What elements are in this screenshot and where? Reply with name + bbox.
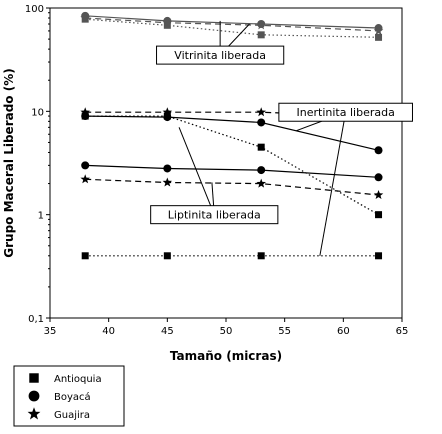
y-tick-label: 1 xyxy=(38,211,44,222)
annotation-layer: Vitrinita liberada Inertinita liberada Lip… xyxy=(150,20,413,256)
annotation-leader-liptinita xyxy=(178,127,215,215)
point-inertinita-boyaca xyxy=(257,118,266,127)
x-tick-label: 45 xyxy=(161,326,174,337)
point-inertinita-boyaca xyxy=(374,146,383,155)
annotation-leader-inertinita xyxy=(319,112,347,256)
annotation-box-inertinita xyxy=(278,102,413,122)
legend: Antioquia Boyacá Guajira xyxy=(13,365,125,427)
point-vitrinita-guajira xyxy=(256,20,266,30)
x-tick-label: 40 xyxy=(102,326,115,337)
legend-label: Boyacá xyxy=(54,391,91,403)
y-tick-label: 0,1 xyxy=(28,314,44,325)
point-inertinita-guajira xyxy=(80,107,90,117)
point-inertinita-antioquia xyxy=(257,143,265,151)
point-vitrinita-guajira xyxy=(80,13,90,23)
point-vitrinita-antioquia xyxy=(257,31,265,39)
annotation-label-inertinita: Inertinita liberada xyxy=(297,106,395,119)
x-axis-title: Tamaño (micras) xyxy=(170,349,282,363)
annotation-box-vitrinita xyxy=(156,45,285,65)
series-line-liptinita-guajira xyxy=(85,178,379,196)
point-liptinita-boyaca xyxy=(257,166,266,175)
x-tick-label: 50 xyxy=(220,326,233,337)
point-liptinita-antioquia xyxy=(81,252,89,260)
point-inertinita-guajira xyxy=(256,107,266,117)
point-liptinita-boyaca xyxy=(81,161,90,170)
annotation-label-liptinita: Liptinita liberada xyxy=(168,209,261,222)
x-tick-label: 35 xyxy=(44,326,57,337)
point-liptinita-guajira xyxy=(256,178,266,188)
point-liptinita-boyaca xyxy=(163,164,172,173)
legend-marker xyxy=(29,373,39,383)
series-line-vitrinita-guajira xyxy=(85,17,379,32)
point-inertinita-guajira xyxy=(162,107,173,117)
series-line-vitrinita-antioquia xyxy=(85,18,379,38)
point-liptinita-antioquia xyxy=(163,252,171,260)
y-axis-title: Grupo Maceral Liberado (%) xyxy=(2,68,16,257)
y-tick-label: 100 xyxy=(25,4,44,15)
point-vitrinita-antioquia xyxy=(375,33,383,41)
annotation-label-vitrinita: Vitrinita liberada xyxy=(174,49,266,62)
x-tick-label: 65 xyxy=(396,326,409,337)
legend-label: Antioquia xyxy=(54,374,102,385)
point-liptinita-guajira xyxy=(162,177,173,187)
point-liptinita-guajira xyxy=(373,190,384,199)
legend-label: Guajira xyxy=(54,410,90,421)
legend-marker xyxy=(28,390,40,402)
point-inertinita-antioquia xyxy=(375,211,383,219)
point-liptinita-boyaca xyxy=(374,173,383,182)
point-vitrinita-guajira xyxy=(162,17,173,27)
y-tick-label: 10 xyxy=(31,107,44,118)
series-line-inertinita-antioquia xyxy=(85,115,379,216)
point-vitrinita-guajira xyxy=(373,25,384,35)
series-layer xyxy=(80,11,384,260)
ticks: 35 40 45 50 55 60 65 0,1 1 10 100 xyxy=(25,4,408,337)
series-line-vitrinita-boyaca xyxy=(85,15,379,29)
point-liptinita-antioquia xyxy=(375,252,383,260)
point-liptinita-guajira xyxy=(80,174,90,184)
point-liptinita-antioquia xyxy=(257,252,265,260)
x-tick-label: 55 xyxy=(278,326,291,337)
point-vitrinita-antioquia xyxy=(163,21,171,29)
series-line-liptinita-boyaca xyxy=(85,164,379,178)
series-line-inertinita-boyaca xyxy=(85,115,379,151)
legend-marker xyxy=(27,407,41,420)
annotation-box-liptinita xyxy=(150,205,279,225)
x-tick-label: 60 xyxy=(337,326,350,337)
